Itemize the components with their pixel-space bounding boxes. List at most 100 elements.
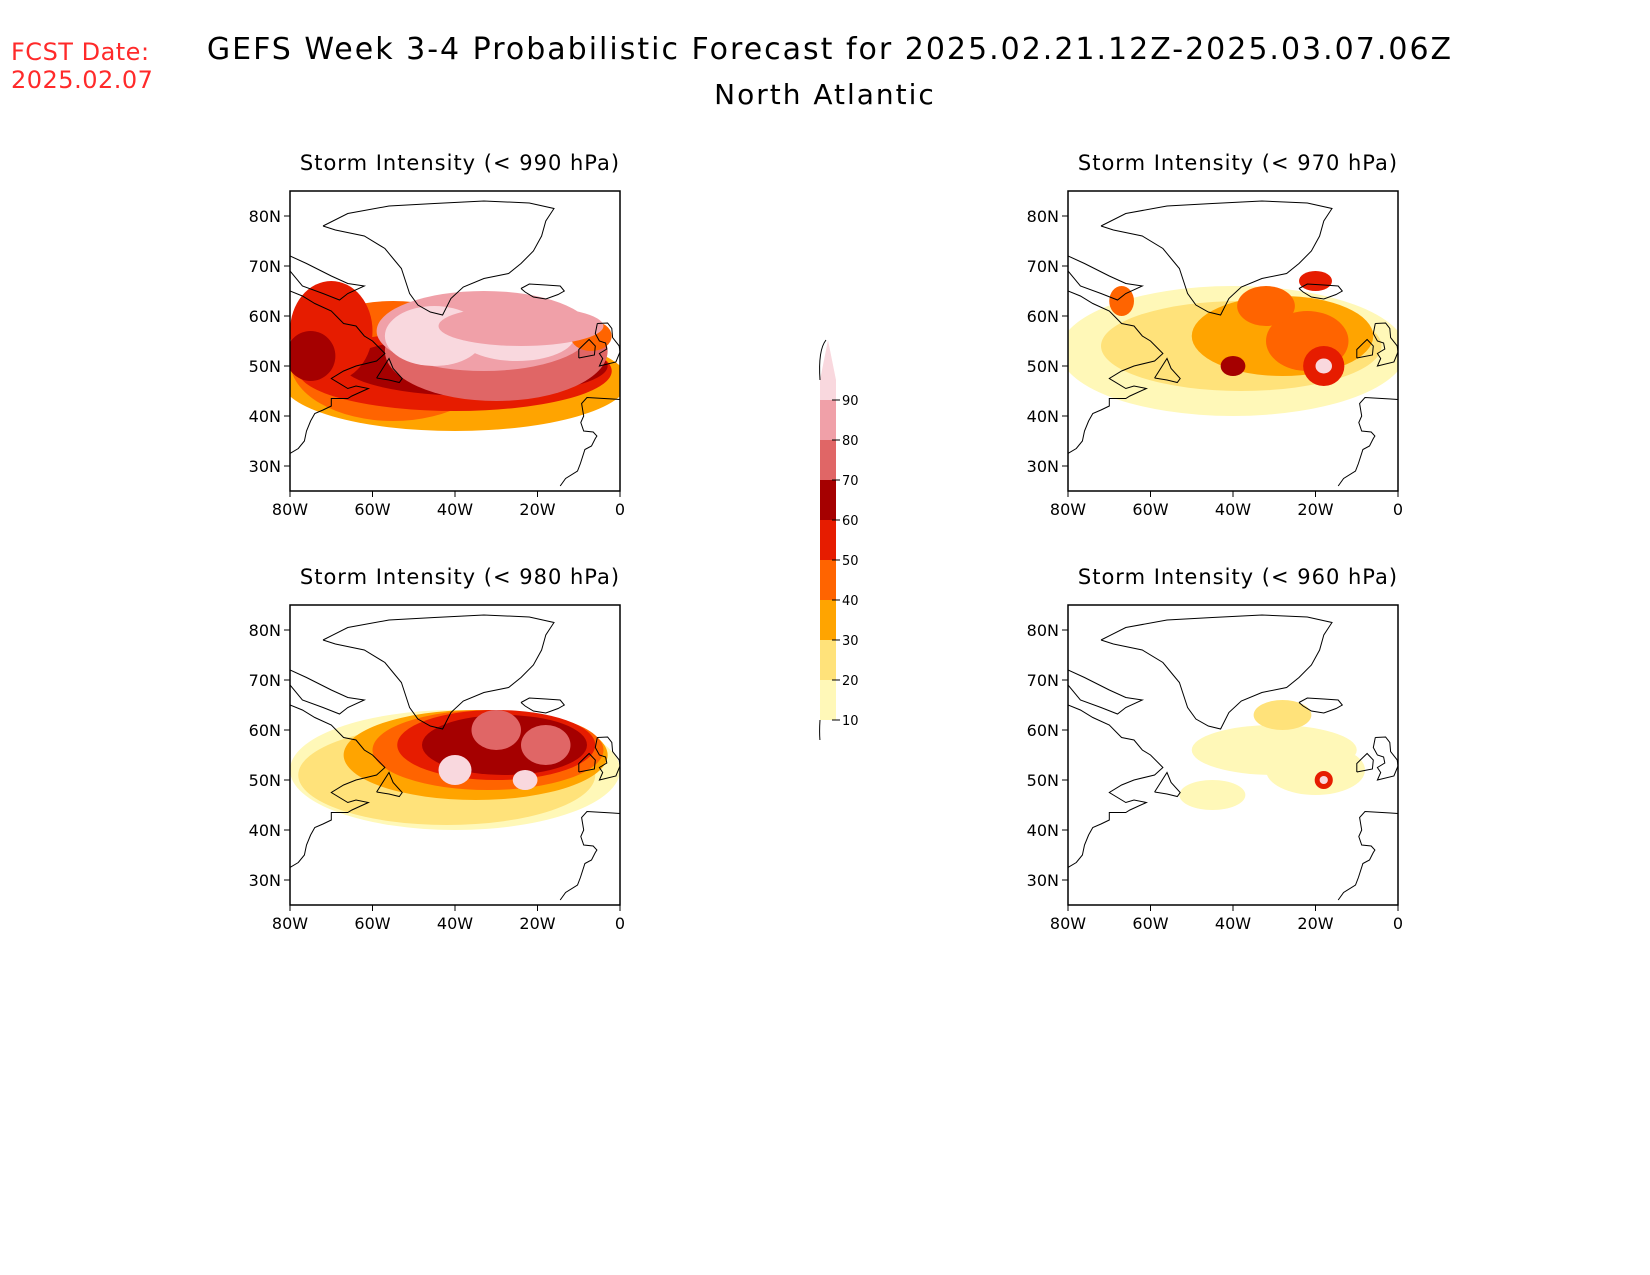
lat-tick-label: 70N [249,671,281,690]
probability-contour [1253,700,1312,730]
probability-contour [1109,286,1134,316]
coastline [1356,338,1374,359]
coastline [1298,697,1344,714]
colorbar-tick-label: 30 [842,634,859,649]
probability-contour [438,306,604,346]
panel-title: Storm Intensity (< 960 hPa) [1078,565,1398,589]
coastline [1356,752,1374,773]
colorbar-tick-label: 10 [842,714,859,729]
map-panel-990: Storm Intensity (< 990 hPa) 80N 70N 60N 50N 4… [249,151,625,519]
lon-tick-label: 20W [1297,500,1333,519]
coastline [1372,322,1398,367]
map-panel-960: Storm Intensity (< 960 hPa) 80N 70N 60N 50N 4… [1027,565,1403,933]
probability-contour [438,755,472,785]
lon-tick-label: 20W [519,500,555,519]
coastline [290,669,367,715]
panel-title: Storm Intensity (< 970 hPa) [1078,151,1398,175]
probability-contour [1266,745,1365,795]
coastline [559,810,620,901]
coastline [594,736,620,781]
coastline [1100,614,1333,730]
lon-tick-label: 80W [1050,914,1086,933]
forecast-date-value: 2025.02.07 [11,66,154,94]
coastline [594,322,620,367]
coastline [290,704,386,868]
colorbar-segment [820,640,836,680]
probability-contour [290,331,336,381]
coastline [578,752,596,773]
lon-tick-label: 20W [519,914,555,933]
lat-tick-label: 60N [1027,307,1059,326]
lon-tick-label: 60W [354,500,390,519]
coastline [1068,255,1145,301]
lat-tick-label: 40N [1027,821,1059,840]
lon-tick-label: 40W [437,914,473,933]
coastline [290,255,367,301]
coastline [1068,669,1145,715]
colorbar-tick-label: 40 [842,594,859,609]
colorbar-segment [820,400,836,440]
lon-tick-label: 60W [354,914,390,933]
coastline [376,357,403,384]
lat-tick-label: 60N [249,307,281,326]
lon-tick-label: 40W [1215,914,1251,933]
lon-tick-label: 80W [1050,500,1086,519]
lon-tick-label: 0 [1393,500,1403,519]
coastline [1100,200,1333,316]
probability-contour [1237,286,1295,326]
probability-contour [1299,271,1332,291]
lat-tick-label: 70N [1027,671,1059,690]
lat-tick-label: 40N [249,407,281,426]
coastline [578,338,596,359]
probability-contour [1179,780,1246,810]
lat-tick-label: 60N [249,721,281,740]
colorbar-tick-label: 50 [842,554,859,569]
lat-tick-label: 80N [249,207,281,226]
lon-tick-label: 40W [437,500,473,519]
lat-tick-label: 80N [1027,207,1059,226]
colorbar-bottom-cap [819,719,821,740]
lon-tick-label: 0 [615,500,625,519]
coastline [1068,290,1164,454]
colorbar-tick-label: 60 [842,514,859,529]
lat-tick-label: 50N [1027,357,1059,376]
lat-tick-label: 70N [1027,257,1059,276]
region-subtitle: North Atlantic [714,78,936,111]
lat-tick-label: 80N [1027,621,1059,640]
coastline [1298,283,1344,300]
forecast-date-label: FCST Date: [11,38,150,66]
coastline [1068,704,1164,868]
lat-tick-label: 60N [1027,721,1059,740]
probability-contour [1220,356,1246,376]
lat-tick-label: 50N [1027,771,1059,790]
lat-tick-label: 30N [249,457,281,476]
lon-tick-label: 0 [1393,914,1403,933]
colorbar-segment [820,480,836,520]
lon-tick-label: 40W [1215,500,1251,519]
lon-tick-label: 80W [272,914,308,933]
lon-tick-label: 80W [272,500,308,519]
probability-contour [471,710,521,750]
colorbar-segment [820,440,836,480]
lat-tick-label: 30N [249,871,281,890]
lon-tick-label: 60W [1132,914,1168,933]
lat-tick-label: 50N [249,357,281,376]
coastline [520,697,566,714]
coastline [322,614,555,730]
panel-title: Storm Intensity (< 990 hPa) [300,151,620,175]
colorbar-tick-label: 90 [842,394,859,409]
lat-tick-label: 40N [1027,407,1059,426]
colorbar-tick-label: 20 [842,674,859,689]
lat-tick-label: 80N [249,621,281,640]
colorbar-tick-label: 70 [842,474,859,489]
coastline [1372,736,1398,781]
probability-contour [521,725,571,765]
panel-title: Storm Intensity (< 980 hPa) [300,565,620,589]
map-panel-970: Storm Intensity (< 970 hPa) 80N 70N 60N 50N 4… [1027,151,1403,519]
lat-tick-label: 30N [1027,871,1059,890]
coastline [290,290,386,454]
colorbar: 90 80 70 60 50 40 30 20 10 [819,339,859,740]
lat-tick-label: 30N [1027,457,1059,476]
colorbar-segment [820,520,836,560]
colorbar-segment [820,680,836,720]
